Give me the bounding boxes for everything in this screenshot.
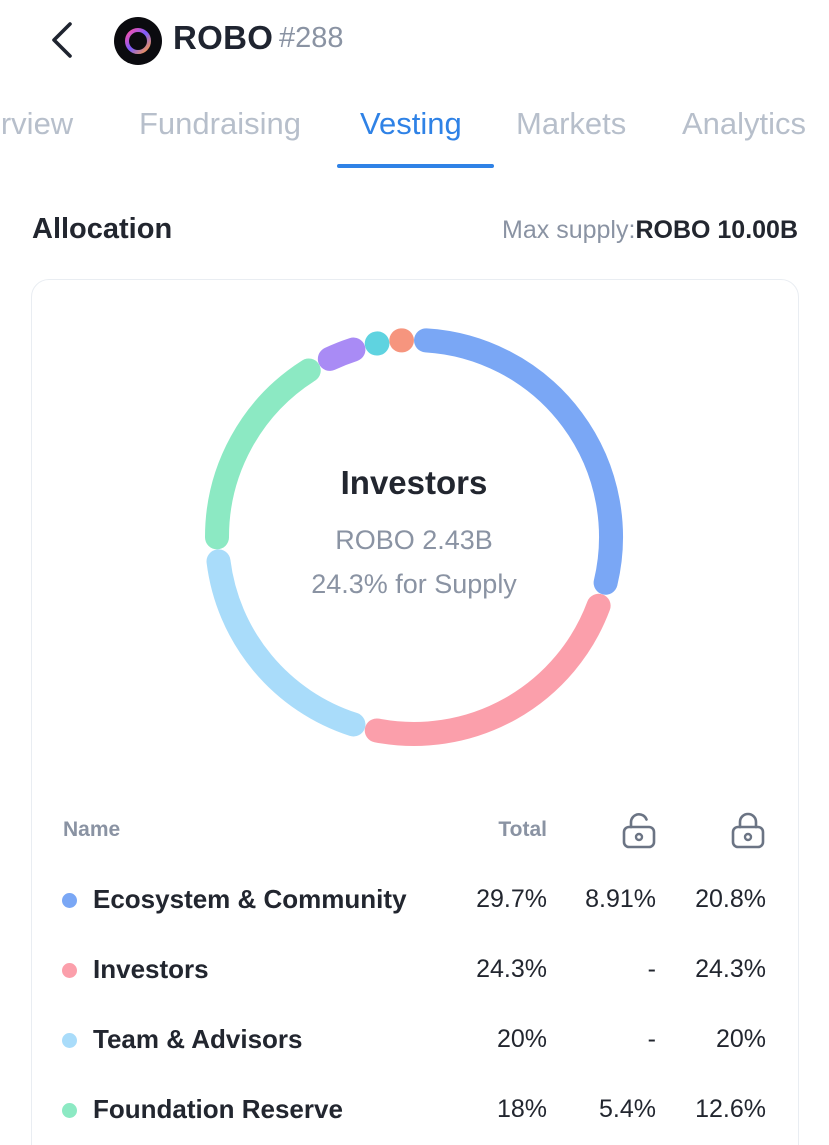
tab-analytics[interactable]: Analytics [682, 106, 807, 141]
row-name: Team & Advisors [93, 1024, 303, 1054]
donut-center-amount: ROBO 2.43B [335, 525, 493, 555]
lock-icon [728, 810, 768, 850]
column-header-total: Total [498, 818, 547, 841]
back-button[interactable] [40, 18, 84, 62]
active-tab-indicator [337, 164, 494, 168]
robo-logo-icon [114, 17, 162, 65]
legend-dot [62, 1103, 77, 1118]
chevron-left-icon [52, 22, 72, 58]
max-supply-value: ROBO 10.00B [635, 216, 798, 244]
max-supply: Max supply:ROBO 10.00B [502, 216, 798, 245]
table-row[interactable]: Team & Advisors 20% - 20% [0, 1010, 829, 1070]
row-name: Investors [93, 954, 209, 984]
row-unlocked: 8.91% [585, 885, 656, 913]
donut-center-percent: 24.3% for Supply [311, 569, 517, 599]
coin-rank: #288 [279, 22, 344, 54]
row-total: 29.7% [476, 885, 547, 913]
table-row[interactable]: Ecosystem & Community 29.7% 8.91% 20.8% [0, 870, 829, 930]
allocation-donut-chart[interactable] [0, 0, 829, 800]
row-locked: 20.8% [695, 885, 766, 913]
tab-bar: Overview Fundraising Vesting Markets Ana… [0, 88, 829, 170]
tab-vesting[interactable]: Vesting [360, 106, 462, 141]
legend-dot [62, 893, 77, 908]
top-bar: ROBO #288 [0, 0, 829, 82]
donut-segment-4[interactable] [204, 358, 321, 550]
tab-overview[interactable]: Overview [0, 106, 74, 141]
allocation-card [31, 279, 799, 1145]
allocation-title: Allocation [32, 213, 173, 245]
table-row[interactable]: Foundation Reserve 18% 5.4% 12.6% [0, 1080, 829, 1140]
legend-dot [62, 1033, 77, 1048]
row-name: Foundation Reserve [93, 1094, 343, 1124]
row-total: 20% [496, 1025, 547, 1053]
donut-center-title: Investors [340, 464, 488, 501]
donut-segment-1[interactable] [414, 328, 623, 595]
donut-segment-2[interactable] [364, 593, 611, 746]
max-supply-label: Max supply: [502, 216, 636, 244]
coin-title: ROBO [173, 19, 274, 56]
row-total: 24.3% [476, 955, 547, 983]
row-unlocked: - [647, 955, 656, 983]
row-unlocked: - [647, 1025, 656, 1053]
row-locked: 20% [715, 1025, 766, 1053]
row-name: Ecosystem & Community [93, 884, 407, 914]
legend-dot [62, 963, 77, 978]
column-header-name: Name [63, 818, 121, 841]
row-total: 18% [496, 1095, 547, 1123]
row-unlocked: 5.4% [599, 1095, 656, 1123]
row-locked: 12.6% [695, 1095, 766, 1123]
tab-fundraising[interactable]: Fundraising [139, 106, 301, 141]
unlock-icon [619, 810, 659, 850]
tab-markets[interactable]: Markets [516, 106, 627, 141]
donut-segment-3[interactable] [206, 549, 366, 737]
row-locked: 24.3% [695, 955, 766, 983]
table-row[interactable]: Investors 24.3% - 24.3% [0, 940, 829, 1000]
donut-segment-5[interactable] [317, 337, 366, 371]
